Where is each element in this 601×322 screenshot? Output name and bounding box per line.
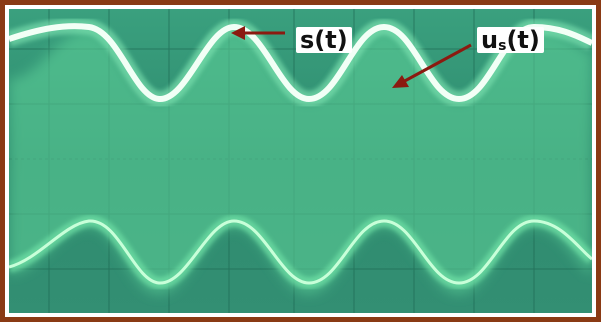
s-arrow — [231, 26, 285, 40]
us-label: us(t) — [477, 27, 544, 53]
us-arrow — [392, 43, 472, 88]
oscilloscope-screen: s(t) us(t) — [9, 9, 592, 313]
s-label: s(t) — [296, 27, 352, 53]
us-label-tail: (t) — [506, 26, 540, 54]
upper-trace — [9, 23, 592, 103]
lower-trace — [9, 219, 592, 285]
us-label-base: u — [481, 26, 499, 54]
envelope-fill — [9, 29, 592, 294]
us-label-subscript: s — [498, 38, 507, 54]
